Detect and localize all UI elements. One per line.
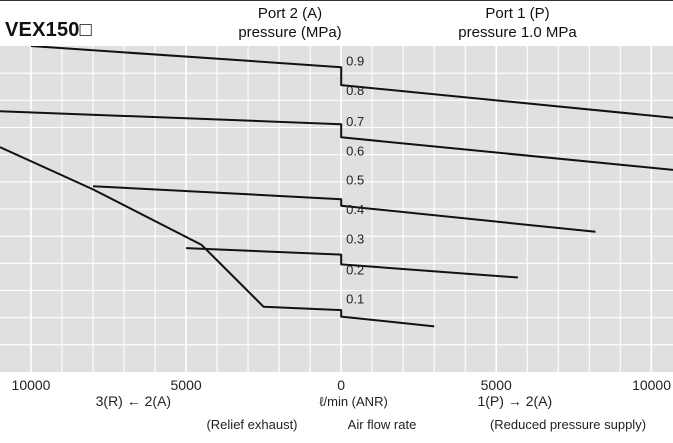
pressure-label: 0.1 xyxy=(346,292,364,307)
reduced-pressure-caption: (Reduced pressure supply) xyxy=(490,417,646,432)
x-axis-unit-label: ℓ/min (ANR) xyxy=(319,394,387,409)
pressure-label: 0.6 xyxy=(346,143,364,158)
pressure-curve-3 xyxy=(0,146,435,328)
x-tick-label: 5000 xyxy=(171,377,202,393)
flow-chart: 0.9 0.8 0.7 0.6 0.5 0.4 0.3 0.2 0.1 10000 5000 0 50… xyxy=(0,45,673,438)
pressure-curves xyxy=(0,45,673,328)
port2-header: Port 2 (A) pressure (MPa) xyxy=(195,4,385,42)
port1-header-line1: Port 1 (P) xyxy=(485,5,550,22)
flow-chart-svg: 0.9 0.8 0.7 0.6 0.5 0.4 0.3 0.2 0.1 10000 5000 0 50… xyxy=(0,45,673,438)
x-tick-label: 0 xyxy=(337,377,345,393)
pressure-curve-4 xyxy=(92,185,596,233)
model-title: VEX150□ xyxy=(5,19,92,41)
grid-lines xyxy=(0,46,673,372)
port1-header: Port 1 (P) pressure 1.0 MPa xyxy=(420,4,615,42)
x-tick-labels: 10000 5000 0 5000 10000 xyxy=(12,377,672,393)
x-tick-label: 10000 xyxy=(12,377,51,393)
left-direction-label: 3(R) ← 2(A) xyxy=(96,393,171,409)
pressure-label: 0.8 xyxy=(346,83,364,98)
pressure-curve-2 xyxy=(0,110,673,171)
top-border xyxy=(0,0,673,1)
port1-header-line2: pressure 1.0 MPa xyxy=(458,24,577,41)
pressure-label: 0.3 xyxy=(346,231,364,246)
x-tick-label: 5000 xyxy=(481,377,512,393)
port2-header-line2: pressure (MPa) xyxy=(238,24,342,41)
pressure-curve-5 xyxy=(186,247,518,279)
pressure-curve-1 xyxy=(30,45,673,119)
port2-header-line1: Port 2 (A) xyxy=(257,5,323,22)
x-tick-label: 10000 xyxy=(632,377,671,393)
pressure-labels: 0.9 0.8 0.7 0.6 0.5 0.4 0.3 0.2 0.1 xyxy=(346,54,364,307)
pressure-label: 0.4 xyxy=(346,202,364,217)
air-flow-rate-caption: Air flow rate xyxy=(348,417,417,432)
pressure-label: 0.2 xyxy=(346,262,364,277)
right-direction-label: 1(P) → 2(A) xyxy=(477,393,552,409)
pressure-label: 0.9 xyxy=(346,54,364,69)
pressure-label: 0.5 xyxy=(346,173,364,188)
relief-exhaust-caption: (Relief exhaust) xyxy=(206,417,297,432)
pressure-label: 0.7 xyxy=(346,114,364,129)
